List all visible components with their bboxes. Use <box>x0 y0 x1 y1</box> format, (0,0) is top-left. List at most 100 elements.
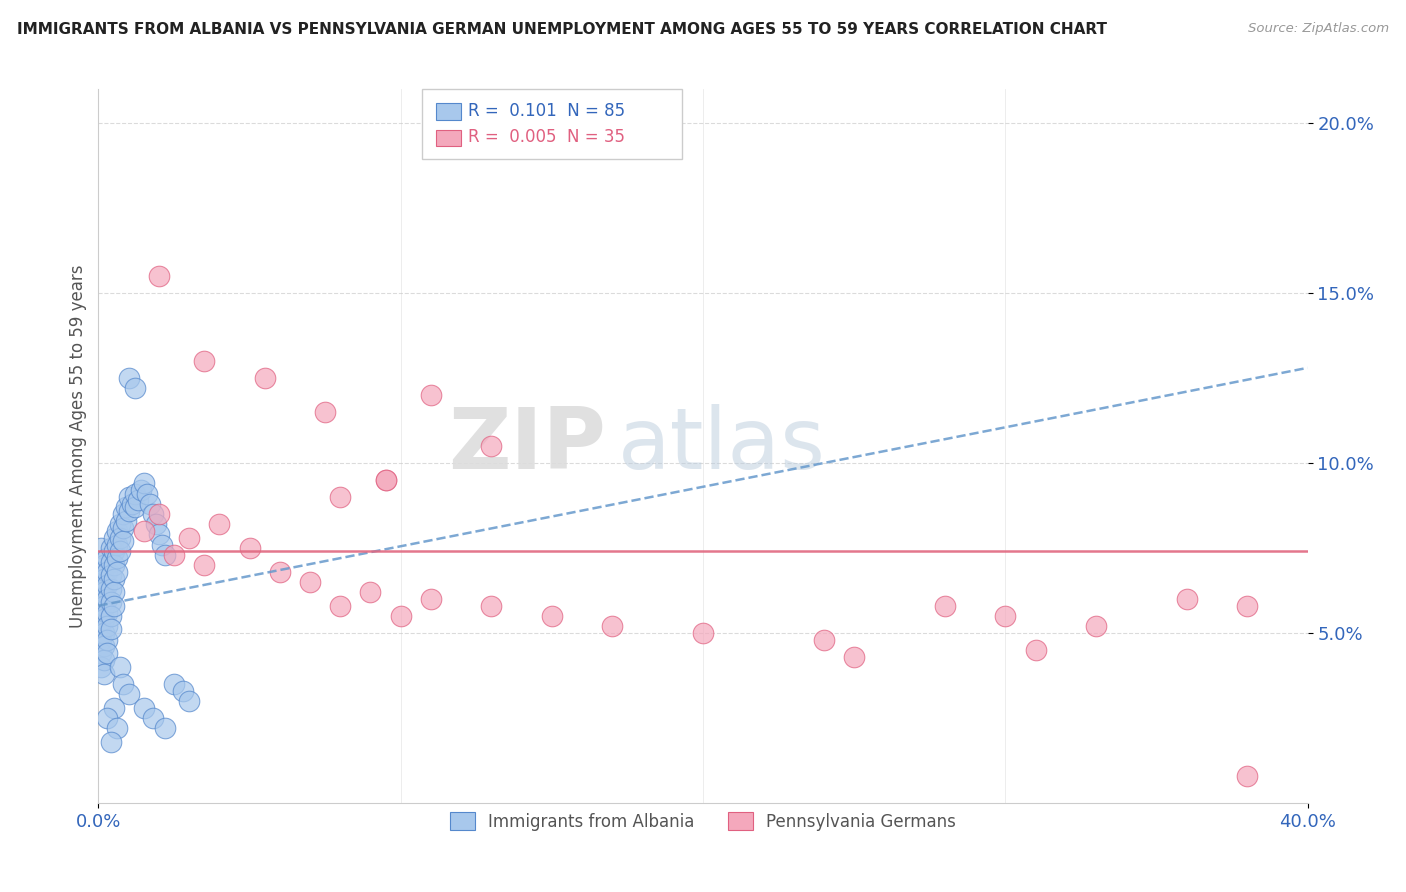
Point <box>374 473 396 487</box>
Point <box>105 551 128 566</box>
Point <box>100 595 122 609</box>
Point <box>139 497 162 511</box>
Point <box>1236 769 1258 783</box>
Point <box>108 517 131 532</box>
Point <box>148 269 170 284</box>
Point <box>153 548 176 562</box>
Point <box>118 371 141 385</box>
Point <box>105 565 128 579</box>
Point <box>100 623 122 637</box>
Point <box>96 646 118 660</box>
Point <box>100 555 122 569</box>
Point <box>1236 599 1258 613</box>
Point <box>103 700 125 714</box>
Point <box>114 500 136 515</box>
Point <box>96 551 118 566</box>
Point <box>299 574 322 589</box>
Point <box>934 599 956 613</box>
Text: R =  0.101  N = 85: R = 0.101 N = 85 <box>468 102 626 120</box>
Point <box>93 572 115 586</box>
Point <box>105 537 128 551</box>
Point <box>103 558 125 572</box>
Point <box>692 626 714 640</box>
Point <box>314 405 336 419</box>
Point <box>96 619 118 633</box>
Point <box>96 606 118 620</box>
Point <box>103 585 125 599</box>
Point <box>93 599 115 613</box>
Point <box>93 558 115 572</box>
Point <box>96 591 118 606</box>
Point <box>108 544 131 558</box>
Point <box>111 520 134 534</box>
Point <box>163 548 186 562</box>
Point <box>124 381 146 395</box>
Point <box>118 490 141 504</box>
Point <box>124 486 146 500</box>
Point <box>93 585 115 599</box>
Point <box>420 388 443 402</box>
Point <box>329 599 352 613</box>
Point <box>127 493 149 508</box>
Point <box>103 531 125 545</box>
Point <box>129 483 152 498</box>
Point <box>540 608 562 623</box>
Point <box>105 524 128 538</box>
Point <box>93 640 115 654</box>
Point <box>103 572 125 586</box>
Point <box>163 677 186 691</box>
Point <box>124 500 146 515</box>
Point <box>90 632 112 647</box>
Point <box>193 558 215 572</box>
Point <box>103 544 125 558</box>
Point <box>90 626 112 640</box>
Point <box>1024 643 1046 657</box>
Point <box>374 473 396 487</box>
Point <box>994 608 1017 623</box>
Point <box>389 608 412 623</box>
Text: atlas: atlas <box>619 404 827 488</box>
Point <box>481 439 503 453</box>
Point <box>179 694 201 708</box>
Point <box>90 660 112 674</box>
Point <box>132 524 155 538</box>
Point <box>90 585 112 599</box>
Point <box>253 371 276 385</box>
Point <box>142 711 165 725</box>
Point <box>111 507 134 521</box>
Point <box>93 666 115 681</box>
Point <box>239 541 262 555</box>
Point <box>90 541 112 555</box>
Point <box>118 503 141 517</box>
Text: IMMIGRANTS FROM ALBANIA VS PENNSYLVANIA GERMAN UNEMPLOYMENT AMONG AGES 55 TO 59 : IMMIGRANTS FROM ALBANIA VS PENNSYLVANIA … <box>17 22 1107 37</box>
Legend: Immigrants from Albania, Pennsylvania Germans: Immigrants from Albania, Pennsylvania Ge… <box>443 805 963 838</box>
Point <box>142 507 165 521</box>
Point <box>813 632 835 647</box>
Point <box>150 537 173 551</box>
Point <box>121 497 143 511</box>
Point <box>118 687 141 701</box>
Point <box>96 578 118 592</box>
Point <box>329 490 352 504</box>
Point <box>96 565 118 579</box>
Point <box>132 700 155 714</box>
Point <box>93 626 115 640</box>
Point <box>93 653 115 667</box>
Point <box>208 517 231 532</box>
Point <box>148 527 170 541</box>
Point <box>103 599 125 613</box>
Point <box>179 531 201 545</box>
Text: R =  0.005  N = 35: R = 0.005 N = 35 <box>468 128 626 146</box>
Point <box>360 585 382 599</box>
Point <box>90 646 112 660</box>
Point <box>153 721 176 735</box>
Y-axis label: Unemployment Among Ages 55 to 59 years: Unemployment Among Ages 55 to 59 years <box>69 264 87 628</box>
Point <box>602 619 624 633</box>
Point <box>90 565 112 579</box>
Point <box>90 574 112 589</box>
Point <box>111 677 134 691</box>
Point <box>100 541 122 555</box>
Point <box>1175 591 1198 606</box>
Point <box>148 507 170 521</box>
Point <box>108 660 131 674</box>
